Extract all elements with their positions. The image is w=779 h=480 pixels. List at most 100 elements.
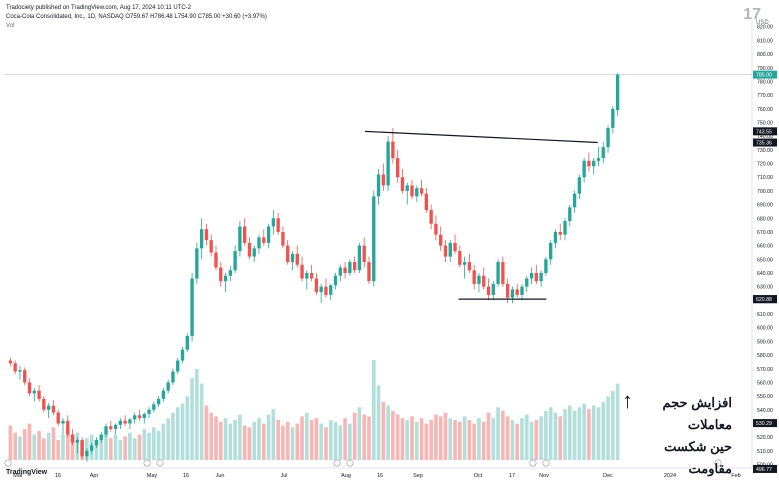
candle-body: [491, 283, 495, 295]
event-marker-icon: [143, 459, 151, 467]
candle-body: [109, 426, 113, 429]
volume-bar: [132, 438, 137, 460]
volume-bar: [261, 423, 266, 460]
volume-bar: [156, 430, 161, 460]
volume-bar: [501, 410, 505, 460]
price-tick-label: 660.00: [757, 244, 773, 250]
volume-bar: [108, 438, 113, 460]
candle-body: [615, 74, 620, 111]
candle-body: [515, 289, 519, 295]
volume-bar: [190, 378, 194, 460]
volume-bar: [414, 421, 419, 460]
time-axis-label: May: [147, 473, 158, 479]
candle-body: [223, 275, 228, 282]
candle-body: [376, 174, 381, 197]
volume-bar: [477, 418, 481, 460]
volume-bar: [524, 414, 529, 460]
price-tick-label: 540.00: [757, 408, 773, 414]
candle-body: [405, 185, 409, 191]
candle-body: [611, 108, 615, 128]
event-marker-icon: [542, 459, 550, 467]
volume-bar: [601, 401, 606, 460]
price-tick-label: 760.00: [757, 107, 773, 113]
candle-body: [219, 267, 223, 282]
price-tick-label: 690.00: [757, 203, 773, 209]
time-axis-label: Feb: [731, 473, 740, 479]
candle-body: [544, 259, 548, 273]
candle-body: [601, 147, 605, 159]
volume-annotation: ↑ افزایش حجم معاملات حین شکست مقاومت: [622, 384, 733, 477]
annotation-line-1: افزایش حجم معاملات: [662, 395, 733, 432]
price-label-box: [753, 138, 777, 147]
volume-bar: [319, 423, 323, 460]
volume-bar: [171, 412, 175, 460]
candle-body: [70, 434, 75, 443]
price-tick-label: 770.00: [757, 93, 773, 99]
volume-bar: [400, 418, 405, 460]
candle-body: [23, 370, 27, 383]
candle-body: [61, 420, 65, 424]
candle-body: [32, 390, 36, 394]
volume-bar: [534, 420, 539, 460]
volume-bar: [558, 416, 563, 460]
volume-bar: [434, 414, 438, 460]
candle-body: [276, 218, 280, 232]
candle-body: [257, 237, 261, 249]
candle-body: [190, 278, 194, 336]
candle-body: [161, 390, 166, 399]
event-marker-icon: [529, 459, 537, 467]
time-axis-label: Aug: [341, 473, 351, 479]
candle-body: [247, 242, 252, 257]
volume-bar: [152, 427, 156, 460]
volume-bar: [553, 412, 558, 460]
candle-body: [94, 439, 99, 446]
volume-bar: [175, 407, 180, 460]
volume-bar: [391, 410, 395, 460]
candle-body: [577, 177, 582, 194]
volume-bar: [209, 412, 214, 460]
price-tick-label: 600.00: [757, 326, 773, 332]
volume-bar: [515, 423, 520, 460]
volume-bar: [424, 423, 429, 460]
time-axis-label: Oct: [474, 473, 483, 479]
volume-bar: [218, 421, 223, 460]
candle-body: [180, 349, 185, 361]
volume-bar: [137, 434, 142, 460]
volume-bar: [8, 425, 13, 460]
candle-body: [262, 237, 266, 243]
volume-bar: [142, 429, 147, 460]
footer-brand: TradingView: [6, 469, 48, 476]
candle-body: [467, 262, 472, 271]
price-tick-label: 750.00: [757, 121, 773, 127]
volume-bar: [228, 423, 233, 460]
volume-bar: [429, 420, 433, 460]
candle-body: [242, 226, 247, 243]
volume-bar: [505, 416, 510, 460]
time-axis-label: Jul: [280, 473, 287, 479]
volume-bar: [104, 432, 108, 460]
volume-bar: [386, 405, 390, 460]
chart-header: Tradociety published on TradingView.com,…: [6, 4, 267, 31]
volume-bar: [252, 421, 257, 460]
candle-body: [553, 231, 558, 243]
candle-body: [195, 248, 199, 279]
candle-body: [367, 262, 371, 282]
candle-body: [568, 207, 572, 222]
candle-body: [372, 196, 376, 282]
candle-body: [152, 404, 156, 410]
candle-body: [458, 251, 462, 265]
volume-bar: [596, 407, 601, 460]
price-label-text: 735.36: [756, 141, 772, 147]
price-tick-label: 800.00: [757, 52, 773, 58]
resistance-line: [364, 130, 598, 144]
candle-body: [85, 450, 89, 457]
publisher-line: Tradociety published on TradingView.com,…: [6, 5, 192, 11]
volume-bar: [233, 420, 237, 460]
volume-bar: [32, 434, 37, 460]
volume-bar: [300, 416, 304, 460]
time-axis-label: Sep: [413, 473, 423, 479]
candle-body: [214, 252, 218, 268]
candle-body: [166, 382, 170, 391]
candle-body: [8, 360, 13, 364]
